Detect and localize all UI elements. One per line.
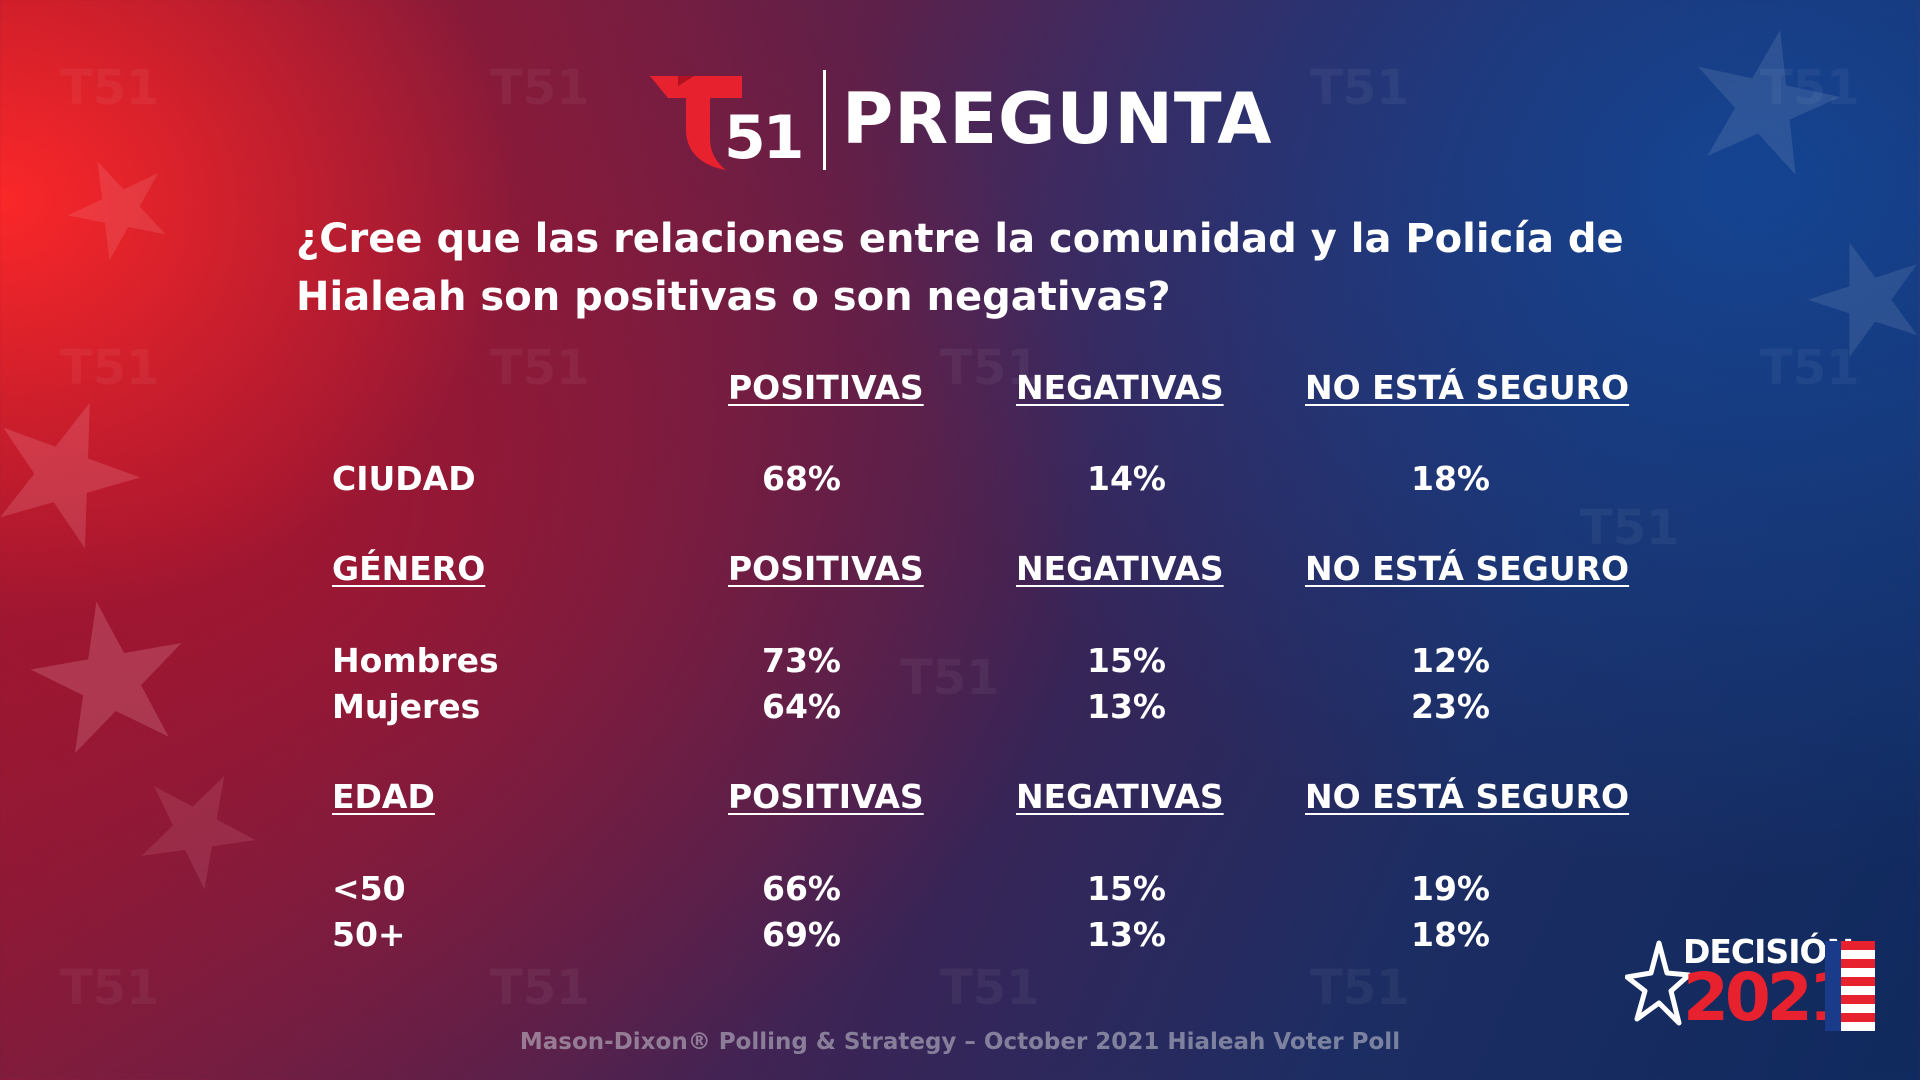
page-title: PREGUNTA [842, 78, 1273, 160]
flag-stripes-icon [1825, 941, 1875, 1031]
value-50-plus-negativas: 13% [1087, 915, 1166, 954]
value-50-plus-positivas: 69% [762, 915, 841, 954]
value-50-plus-no-esta-seguro: 18% [1411, 915, 1490, 954]
row-label-mujeres: Mujeres [332, 687, 481, 726]
value-hombres-no-esta-seguro: 12% [1411, 641, 1490, 680]
column-header-no-esta-seguro: NO ESTÁ SEGURO [1305, 368, 1630, 407]
column-header-positivas: POSITIVAS [728, 549, 924, 588]
value-under-50-no-esta-seguro: 19% [1411, 869, 1490, 908]
decision-2021-badge: DECISIÓN 2021 [1625, 935, 1880, 1035]
column-header-no-esta-seguro: NO ESTÁ SEGURO [1305, 777, 1630, 816]
section-header-genero: GÉNERO [332, 549, 486, 588]
star-icon [1625, 940, 1691, 1026]
value-ciudad-positivas: 68% [762, 459, 841, 498]
column-header-negativas: NEGATIVAS [1016, 368, 1224, 407]
value-ciudad-negativas: 14% [1087, 459, 1166, 498]
value-mujeres-no-esta-seguro: 23% [1411, 687, 1490, 726]
value-mujeres-negativas: 13% [1087, 687, 1166, 726]
row-label-50-plus: 50+ [332, 915, 406, 954]
row-label-hombres: Hombres [332, 641, 499, 680]
value-under-50-positivas: 66% [762, 869, 841, 908]
value-hombres-positivas: 73% [762, 641, 841, 680]
channel-number: 51 [724, 103, 804, 173]
value-mujeres-positivas: 64% [762, 687, 841, 726]
header-divider [823, 70, 826, 170]
section-header-edad: EDAD [332, 777, 435, 816]
header: 51 PREGUNTA [650, 70, 1290, 175]
telemundo-logo-icon [650, 76, 742, 170]
value-under-50-negativas: 15% [1087, 869, 1166, 908]
value-ciudad-no-esta-seguro: 18% [1411, 459, 1490, 498]
source-footnote: Mason-Dixon® Polling & Strategy – Octobe… [519, 1029, 1401, 1055]
column-header-positivas: POSITIVAS [728, 777, 924, 816]
row-label-under-50: <50 [332, 869, 406, 908]
column-header-negativas: NEGATIVAS [1016, 777, 1224, 816]
poll-question: ¿Cree que las relaciones entre la comuni… [296, 216, 1624, 320]
column-header-no-esta-seguro: NO ESTÁ SEGURO [1305, 549, 1630, 588]
value-hombres-negativas: 15% [1087, 641, 1166, 680]
column-header-negativas: NEGATIVAS [1016, 549, 1224, 588]
row-label-ciudad: CIUDAD [332, 459, 476, 498]
column-header-positivas: POSITIVAS [728, 368, 924, 407]
